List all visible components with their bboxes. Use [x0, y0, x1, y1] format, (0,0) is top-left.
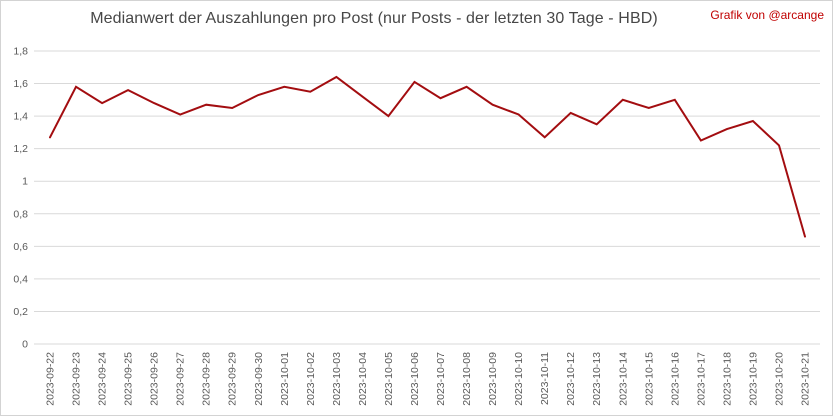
x-axis-tick-label: 2023-10-15: [643, 352, 655, 406]
x-axis-tick-label: 2023-10-14: [617, 352, 629, 406]
y-axis-tick-label: 1,8: [13, 46, 28, 58]
x-axis-tick-label: 2023-10-10: [513, 352, 525, 406]
x-axis-tick-label: 2023-09-23: [71, 352, 83, 406]
x-axis-tick-label: 2023-09-25: [123, 352, 135, 406]
x-axis-tick-label: 2023-10-13: [591, 352, 603, 406]
x-axis-tick-label: 2023-10-20: [773, 352, 785, 406]
x-axis-tick-label: 2023-10-16: [669, 352, 681, 406]
x-axis-tick-label: 2023-10-09: [487, 352, 499, 406]
y-axis-tick-label: 0,4: [13, 273, 28, 285]
y-axis-tick-label: 1: [22, 176, 28, 188]
x-axis-tick-label: 2023-10-12: [565, 352, 577, 406]
credit-label: Grafik von @arcange: [710, 8, 824, 22]
x-axis-tick-label: 2023-10-21: [800, 352, 812, 406]
x-axis-tick-label: 2023-09-27: [175, 352, 187, 406]
x-axis-tick-label: 2023-10-04: [357, 352, 369, 406]
x-axis-tick-label: 2023-10-02: [305, 352, 317, 406]
y-axis-tick-label: 0,8: [13, 208, 28, 220]
x-axis-tick-label: 2023-10-08: [461, 352, 473, 406]
x-axis-tick-label: 2023-09-29: [227, 352, 239, 406]
x-axis-tick-label: 2023-10-03: [331, 352, 343, 406]
x-axis-tick-label: 2023-10-01: [279, 352, 291, 406]
y-axis-tick-label: 1,2: [13, 143, 28, 155]
y-axis-tick-label: 1,6: [13, 78, 28, 90]
x-axis-tick-label: 2023-10-05: [383, 352, 395, 406]
x-axis-tick-label: 2023-09-22: [45, 352, 57, 406]
x-axis-tick-label: 2023-10-07: [435, 352, 447, 406]
y-axis-tick-label: 1,4: [13, 111, 28, 123]
x-axis-tick-label: 2023-10-06: [409, 352, 421, 406]
y-axis-tick-label: 0,6: [13, 241, 28, 253]
x-axis-tick-label: 2023-10-19: [747, 352, 759, 406]
median-payout-series-line: [49, 75, 806, 238]
x-axis-tick-label: 2023-10-17: [695, 352, 707, 406]
x-axis-tick-label: 2023-10-11: [539, 352, 551, 405]
y-axis-tick-label: 0,2: [13, 306, 28, 318]
y-axis-tick-label: 0: [22, 339, 28, 351]
x-axis-tick-label: 2023-09-28: [201, 352, 213, 406]
x-axis-tick-label: 2023-09-30: [253, 352, 265, 406]
x-axis-tick-label: 2023-09-24: [97, 352, 109, 406]
chart-title: Medianwert der Auszahlungen pro Post (nu…: [90, 10, 658, 27]
x-axis-tick-label: 2023-10-18: [721, 352, 733, 406]
x-axis-tick-label: 2023-09-26: [149, 352, 161, 406]
